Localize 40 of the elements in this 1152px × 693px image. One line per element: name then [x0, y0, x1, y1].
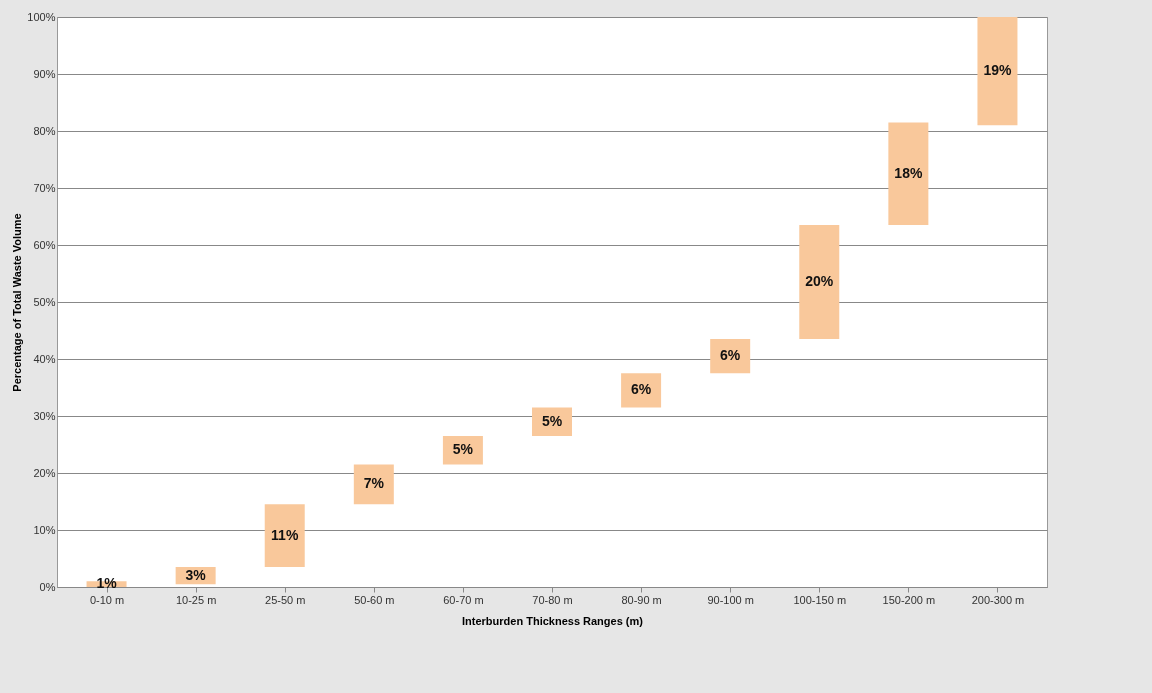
x-tick-label: 90-100 m [707, 593, 754, 606]
y-tick-label: 100% [27, 10, 56, 23]
y-tick-label: 70% [33, 181, 56, 194]
x-tick-label: 100-150 m [793, 593, 847, 606]
x-tick-label: 50-60 m [354, 593, 395, 606]
data-label: 6% [630, 381, 652, 398]
x-tick-label: 80-90 m [621, 593, 662, 606]
data-label: 3% [185, 566, 207, 583]
bar [353, 464, 394, 505]
x-tick-label: 150-200 m [882, 593, 936, 606]
data-label: 7% [363, 475, 385, 492]
bar [977, 17, 1018, 126]
x-tick-label: 25-50 m [265, 593, 306, 606]
x-tick-label: 10-25 m [175, 593, 217, 606]
y-tick-label: 0% [39, 580, 56, 593]
y-tick-label: 50% [33, 295, 56, 308]
x-tick-label: 70-80 m [532, 593, 573, 606]
data-label: 20% [805, 273, 834, 290]
y-tick-label: 10% [33, 523, 56, 536]
y-axis-title: Percentage of Total Waste Volume [11, 213, 24, 392]
y-tick-label: 90% [33, 67, 56, 80]
y-tick-label: 20% [33, 466, 56, 479]
data-label: 19% [983, 62, 1013, 79]
data-label: 18% [894, 164, 923, 181]
x-tick-label: 60-70 m [443, 593, 484, 606]
data-label: 1% [96, 575, 118, 592]
x-tick-label: 0-10 m [89, 593, 125, 606]
y-tick-label: 40% [33, 352, 56, 365]
data-label: 5% [452, 441, 474, 458]
data-label: 5% [541, 412, 563, 429]
bar [799, 225, 840, 340]
x-tick-label: 200-300 m [971, 593, 1025, 606]
y-tick-label: 80% [33, 124, 56, 137]
y-tick-label: 30% [33, 409, 56, 422]
bar [264, 504, 305, 568]
bar [888, 122, 929, 226]
x-axis-title: Interburden Thickness Ranges (m) [462, 614, 644, 627]
data-label: 11% [271, 526, 299, 543]
y-tick-label: 60% [33, 238, 56, 251]
data-label: 6% [720, 347, 741, 364]
